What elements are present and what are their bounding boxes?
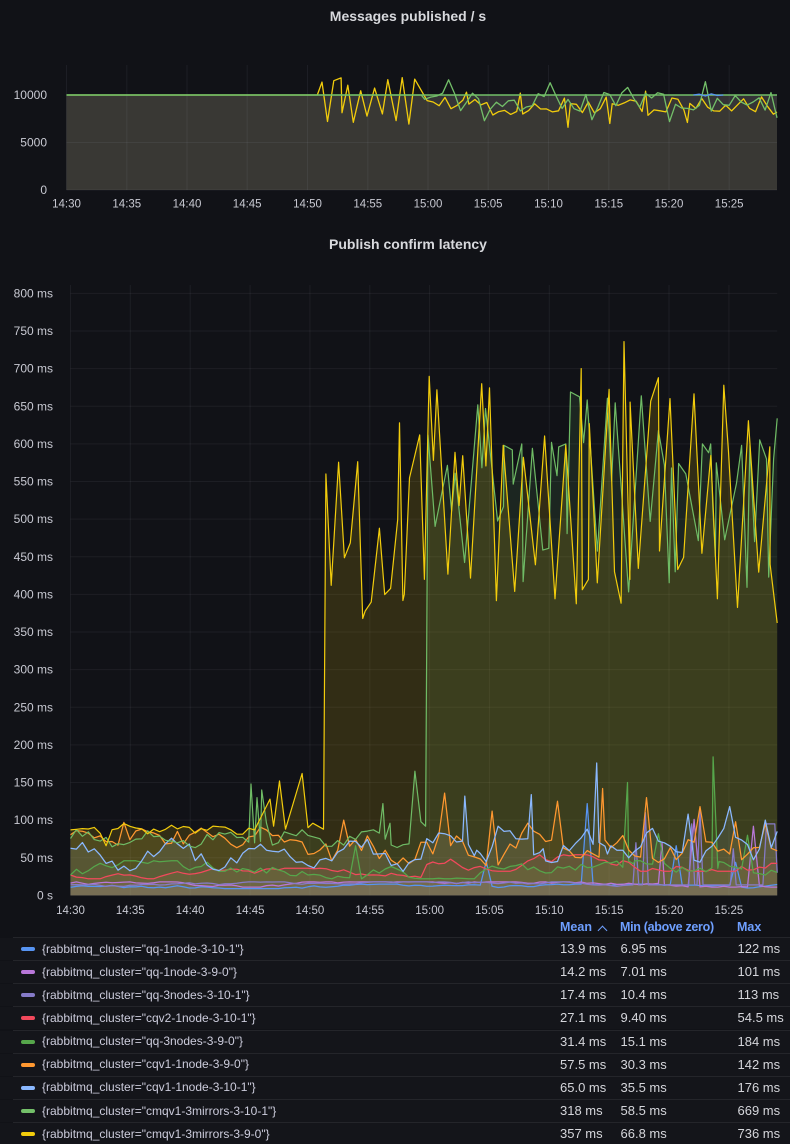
svg-text:15:10: 15:10 bbox=[534, 199, 563, 211]
svg-text:550 ms: 550 ms bbox=[14, 475, 53, 489]
svg-text:14:35: 14:35 bbox=[112, 199, 141, 211]
svg-text:14:50: 14:50 bbox=[296, 905, 325, 917]
svg-text:15:25: 15:25 bbox=[715, 905, 744, 917]
svg-text:14:45: 14:45 bbox=[236, 905, 265, 917]
svg-text:Messages published / s: Messages published / s bbox=[330, 8, 487, 24]
svg-text:15:15: 15:15 bbox=[594, 199, 623, 211]
svg-text:150 ms: 150 ms bbox=[14, 776, 53, 790]
svg-text:14:30: 14:30 bbox=[56, 905, 85, 917]
svg-text:350 ms: 350 ms bbox=[14, 625, 53, 639]
svg-text:14:40: 14:40 bbox=[176, 905, 205, 917]
svg-text:800 ms: 800 ms bbox=[14, 286, 53, 300]
svg-text:450 ms: 450 ms bbox=[14, 550, 53, 564]
svg-text:15:15: 15:15 bbox=[595, 905, 624, 917]
svg-text:15:20: 15:20 bbox=[655, 905, 684, 917]
svg-text:750 ms: 750 ms bbox=[14, 324, 53, 338]
svg-text:15:10: 15:10 bbox=[535, 905, 564, 917]
svg-text:0: 0 bbox=[40, 183, 47, 197]
svg-text:14:55: 14:55 bbox=[355, 905, 384, 917]
svg-text:10000: 10000 bbox=[14, 88, 48, 102]
svg-text:400 ms: 400 ms bbox=[14, 587, 53, 601]
svg-text:50 ms: 50 ms bbox=[20, 851, 53, 865]
svg-text:Publish confirm latency: Publish confirm latency bbox=[329, 236, 487, 252]
svg-text:15:00: 15:00 bbox=[415, 905, 444, 917]
svg-text:700 ms: 700 ms bbox=[14, 362, 53, 376]
svg-text:14:30: 14:30 bbox=[52, 199, 81, 211]
svg-text:5000: 5000 bbox=[20, 136, 47, 150]
svg-text:500 ms: 500 ms bbox=[14, 512, 53, 526]
svg-text:0 s: 0 s bbox=[37, 888, 53, 902]
svg-text:300 ms: 300 ms bbox=[14, 663, 53, 677]
svg-text:14:55: 14:55 bbox=[353, 199, 382, 211]
svg-text:14:35: 14:35 bbox=[116, 905, 145, 917]
svg-text:100 ms: 100 ms bbox=[14, 813, 53, 827]
svg-text:15:05: 15:05 bbox=[475, 905, 504, 917]
svg-text:14:45: 14:45 bbox=[233, 199, 262, 211]
svg-text:200 ms: 200 ms bbox=[14, 738, 53, 752]
svg-text:15:25: 15:25 bbox=[715, 199, 744, 211]
svg-text:600 ms: 600 ms bbox=[14, 437, 53, 451]
svg-text:14:40: 14:40 bbox=[173, 199, 202, 211]
svg-text:15:00: 15:00 bbox=[414, 199, 443, 211]
svg-text:15:20: 15:20 bbox=[655, 199, 684, 211]
svg-text:650 ms: 650 ms bbox=[14, 399, 53, 413]
svg-text:15:05: 15:05 bbox=[474, 199, 503, 211]
svg-text:250 ms: 250 ms bbox=[14, 700, 53, 714]
svg-text:14:50: 14:50 bbox=[293, 199, 322, 211]
